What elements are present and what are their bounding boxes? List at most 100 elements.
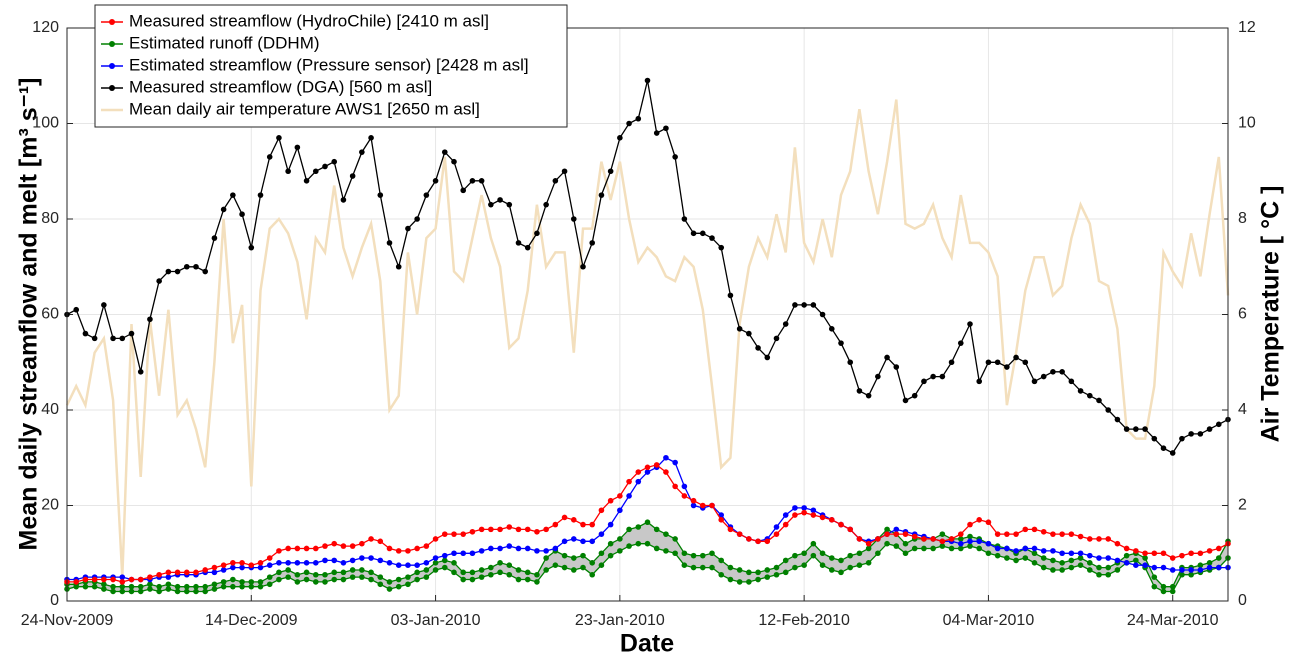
- data-point: [1151, 583, 1158, 590]
- data-point: [119, 579, 126, 585]
- data-point: [1068, 531, 1075, 537]
- data-point: [165, 586, 172, 592]
- data-point: [331, 576, 338, 583]
- data-point: [718, 557, 725, 564]
- data-point: [183, 588, 190, 595]
- data-point: [312, 168, 319, 175]
- data-point: [1050, 557, 1056, 564]
- data-point: [156, 588, 162, 595]
- data-point: [497, 545, 503, 552]
- data-point: [782, 521, 789, 528]
- data-point: [681, 216, 688, 222]
- data-point: [488, 526, 494, 533]
- data-point: [515, 240, 522, 246]
- data-point: [110, 576, 116, 583]
- data-point: [746, 579, 752, 585]
- data-point: [792, 564, 798, 571]
- data-point: [801, 562, 807, 568]
- data-point: [1013, 531, 1019, 537]
- data-point: [561, 538, 568, 545]
- data-point: [377, 581, 384, 588]
- data-point: [819, 311, 826, 318]
- data-point: [1206, 548, 1213, 554]
- data-point: [312, 579, 319, 585]
- data-point: [101, 302, 107, 308]
- legend-box: [94, 4, 568, 128]
- data-point: [386, 240, 393, 246]
- data-point: [515, 567, 522, 573]
- data-point: [911, 533, 918, 540]
- data-point: [524, 576, 531, 583]
- data-point: [266, 581, 273, 588]
- data-point: [349, 567, 356, 573]
- data-point: [792, 505, 798, 511]
- data-point: [1179, 552, 1185, 559]
- data-point: [893, 531, 900, 537]
- data-point: [635, 478, 642, 485]
- data-point: [709, 564, 715, 571]
- data-point: [497, 569, 503, 576]
- data-point: [893, 526, 900, 533]
- data-point: [773, 524, 780, 530]
- data-point: [598, 192, 605, 198]
- data-point: [570, 567, 577, 573]
- y-tick-label: 40: [41, 401, 59, 418]
- data-point: [709, 550, 715, 557]
- data-point: [1040, 373, 1047, 380]
- data-point: [1188, 567, 1194, 573]
- data-point: [1197, 567, 1204, 573]
- data-point: [875, 550, 881, 557]
- data-point: [1022, 526, 1029, 533]
- data-point: [478, 567, 485, 573]
- y2-tick-label: 2: [1238, 497, 1247, 514]
- data-point: [202, 588, 209, 595]
- data-point: [340, 560, 347, 566]
- data-point: [1040, 564, 1047, 571]
- data-point: [211, 586, 218, 592]
- data-point: [967, 543, 973, 549]
- data-point: [1077, 533, 1084, 540]
- data-point: [985, 550, 992, 557]
- data-point: [469, 550, 476, 557]
- data-point: [543, 201, 549, 208]
- data-point: [119, 335, 126, 342]
- data-point: [82, 583, 89, 590]
- x-tick-label: 04-Mar-2010: [943, 612, 1035, 629]
- data-point: [718, 244, 725, 251]
- data-point: [773, 564, 780, 571]
- data-point: [340, 569, 347, 576]
- data-point: [497, 526, 503, 533]
- x-axis-label: Date: [620, 630, 674, 658]
- data-point: [377, 538, 384, 545]
- legend-marker: [109, 85, 115, 91]
- data-point: [340, 576, 347, 583]
- y2-tick-label: 6: [1238, 306, 1247, 323]
- data-point: [1114, 567, 1121, 573]
- data-point: [847, 526, 854, 533]
- data-point: [967, 321, 973, 327]
- data-point: [810, 540, 817, 547]
- data-point: [773, 531, 780, 537]
- data-point: [165, 574, 172, 580]
- data-point: [1133, 426, 1139, 432]
- data-point: [193, 569, 199, 576]
- data-point: [193, 583, 199, 590]
- data-point: [1151, 435, 1158, 442]
- data-point: [948, 359, 955, 366]
- data-point: [663, 548, 669, 554]
- data-point: [543, 567, 549, 573]
- data-point: [580, 538, 586, 545]
- data-point: [285, 545, 291, 552]
- data-point: [312, 545, 319, 552]
- data-point: [1151, 574, 1158, 580]
- data-point: [902, 531, 909, 537]
- data-point: [838, 340, 844, 346]
- data-point: [524, 244, 531, 251]
- data-point: [230, 583, 236, 590]
- data-point: [994, 545, 1001, 552]
- data-point: [220, 579, 227, 585]
- data-point: [451, 158, 457, 165]
- data-point: [1059, 369, 1065, 375]
- data-point: [322, 557, 328, 564]
- data-point: [709, 235, 715, 241]
